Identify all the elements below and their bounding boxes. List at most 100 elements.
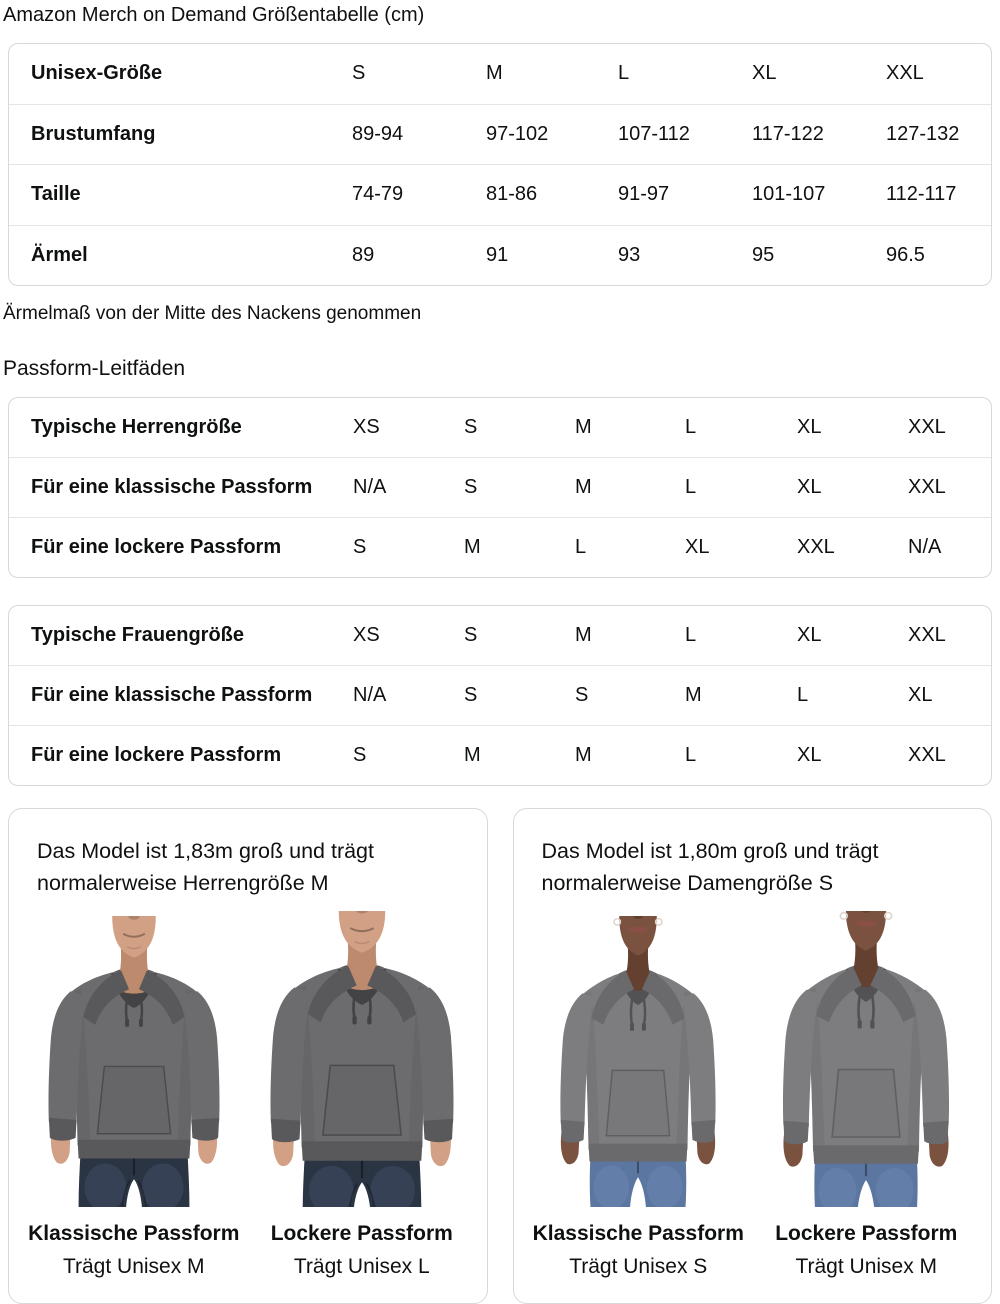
table-cell: M <box>575 416 592 438</box>
table-cell: L <box>685 476 697 498</box>
table-cell: M <box>486 62 503 85</box>
table-row: Ärmel 89 91 93 95 96.5 <box>9 224 991 286</box>
table-cell: S <box>464 476 478 498</box>
model-figures: Klassische Passform Trägt Unisex S Locke… <box>514 911 992 1279</box>
model-photo-female-loose-fit <box>752 911 980 1207</box>
table-cell: L <box>618 62 630 85</box>
table-cell: 112-117 <box>886 183 957 206</box>
table-cell: S <box>353 536 367 558</box>
row-label: Typische Frauengröße <box>31 624 245 646</box>
worn-size-label: Trägt Unisex L <box>293 1255 430 1278</box>
table-cell: XXL <box>797 536 835 558</box>
female-hoodie-illustration <box>528 914 748 1207</box>
table-cell: S <box>464 416 478 438</box>
model-figures: Klassische Passform Trägt Unisex M Locke… <box>9 911 487 1279</box>
table-cell: 91-97 <box>618 183 670 206</box>
table-cell: XS <box>353 416 380 438</box>
row-label: Für eine klassische Passform <box>31 684 313 706</box>
table-row: Unisex-Größe S M L XL XXL <box>9 44 991 104</box>
table-cell: 81-86 <box>486 183 538 206</box>
worn-size-label: Trägt Unisex S <box>569 1255 708 1278</box>
table-cell: 117-122 <box>752 122 824 145</box>
table-cell: S <box>352 62 366 85</box>
table-cell: XXL <box>886 62 924 85</box>
table-cell: XL <box>752 62 777 85</box>
model-photo-male-loose-fit <box>248 911 476 1207</box>
table-cell: 95 <box>752 243 775 266</box>
table-row: Für eine lockere Passform S M L XL XXL N… <box>9 517 991 577</box>
worn-size-label: Trägt Unisex M <box>795 1255 938 1278</box>
table-cell: XL <box>797 476 822 498</box>
table-row: Brustumfang 89-94 97-102 107-112 117-122… <box>9 103 991 165</box>
table-cell: M <box>575 624 592 646</box>
worn-size-label: Trägt Unisex M <box>62 1255 205 1278</box>
table-cell: 91 <box>486 243 509 266</box>
model-figure-classic: Klassische Passform Trägt Unisex S <box>524 911 752 1279</box>
model-description: Das Model ist 1,83m groß und trägt norma… <box>37 839 374 895</box>
table-cell: L <box>575 536 587 558</box>
table-row: Typische Frauengröße XS S M L XL XXL <box>9 606 991 665</box>
table-cell: S <box>575 684 589 706</box>
page-title: Amazon Merch on Demand Größentabelle (cm… <box>3 4 425 26</box>
table-cell: L <box>797 684 809 706</box>
table-cell: XXL <box>908 624 946 646</box>
table-cell: M <box>464 744 481 766</box>
table-cell: 74-79 <box>352 183 404 206</box>
male-hoodie-illustration <box>24 914 244 1207</box>
table-cell: XXL <box>908 744 946 766</box>
table-cell: 101-107 <box>752 183 826 206</box>
row-label: Für eine lockere Passform <box>31 536 282 558</box>
womens-fit-table: Typische Frauengröße XS S M L XL XXL Für… <box>8 605 992 786</box>
row-label: Für eine klassische Passform <box>31 476 313 498</box>
table-cell: 96.5 <box>886 243 925 266</box>
row-label: Unisex-Größe <box>31 62 163 85</box>
table-row: Typische Herrengröße XS S M L XL XXL <box>9 398 991 457</box>
table-cell: XXL <box>908 476 946 498</box>
fit-label: Klassische Passform <box>532 1222 744 1245</box>
female-hoodie-illustration <box>752 911 980 1207</box>
table-cell: M <box>575 476 592 498</box>
fit-guides-heading: Passform-Leitfäden <box>3 357 186 380</box>
table-cell: L <box>685 624 697 646</box>
fit-label: Lockere Passform <box>775 1222 958 1245</box>
fit-label: Klassische Passform <box>28 1222 240 1245</box>
model-photo-male-classic-fit <box>20 911 248 1207</box>
womens-model-card: Das Model ist 1,80m groß und trägt norma… <box>512 808 992 1304</box>
table-cell: 97-102 <box>486 122 549 145</box>
table-cell: S <box>464 684 478 706</box>
table-cell: 93 <box>618 243 641 266</box>
mens-fit-table: Typische Herrengröße XS S M L XL XXL Für… <box>8 397 992 578</box>
table-cell: N/A <box>353 684 387 706</box>
table-cell: XS <box>353 624 380 646</box>
table-cell: XXL <box>908 416 946 438</box>
fit-label: Lockere Passform <box>270 1222 453 1245</box>
table-row: Taille 74-79 81-86 91-97 101-107 112-117 <box>9 164 991 225</box>
row-label: Für eine lockere Passform <box>31 744 282 766</box>
row-label: Typische Herrengröße <box>31 416 242 438</box>
table-cell: XL <box>908 684 933 706</box>
table-cell: L <box>685 416 697 438</box>
table-cell: N/A <box>353 476 387 498</box>
model-figure-loose: Lockere Passform Trägt Unisex L <box>248 911 476 1279</box>
model-cards: Das Model ist 1,83m groß und trägt norma… <box>8 808 992 1304</box>
table-row: Für eine klassische Passform N/A S S M L… <box>9 665 991 725</box>
table-cell: XL <box>685 536 710 558</box>
table-cell: 89 <box>352 243 375 266</box>
row-label: Ärmel <box>31 243 88 266</box>
mens-model-card: Das Model ist 1,83m groß und trägt norma… <box>8 808 488 1304</box>
table-cell: 107-112 <box>618 122 690 145</box>
model-figure-classic: Klassische Passform Trägt Unisex M <box>20 911 248 1279</box>
model-description: Das Model ist 1,80m groß und trägt norma… <box>541 839 879 895</box>
table-cell: S <box>464 624 478 646</box>
sleeve-measure-note: Ärmelmaß von der Mitte des Nackens genom… <box>3 303 422 324</box>
table-cell: N/A <box>908 536 942 558</box>
table-row: Für eine lockere Passform S M M L XL XXL <box>9 725 991 785</box>
table-cell: M <box>464 536 481 558</box>
table-cell: 127-132 <box>886 122 960 145</box>
model-figure-loose: Lockere Passform Trägt Unisex M <box>752 911 980 1279</box>
row-label: Taille <box>31 183 81 206</box>
table-cell: XL <box>797 416 822 438</box>
table-cell: M <box>575 744 592 766</box>
table-cell: M <box>685 684 702 706</box>
